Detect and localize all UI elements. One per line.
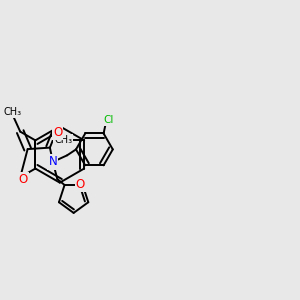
- Text: O: O: [53, 126, 62, 139]
- Text: O: O: [19, 173, 28, 186]
- Text: CH₃: CH₃: [4, 107, 22, 117]
- Text: O: O: [76, 178, 85, 191]
- Text: Cl: Cl: [103, 115, 113, 125]
- Text: CH₃: CH₃: [54, 135, 73, 146]
- Text: N: N: [49, 155, 57, 168]
